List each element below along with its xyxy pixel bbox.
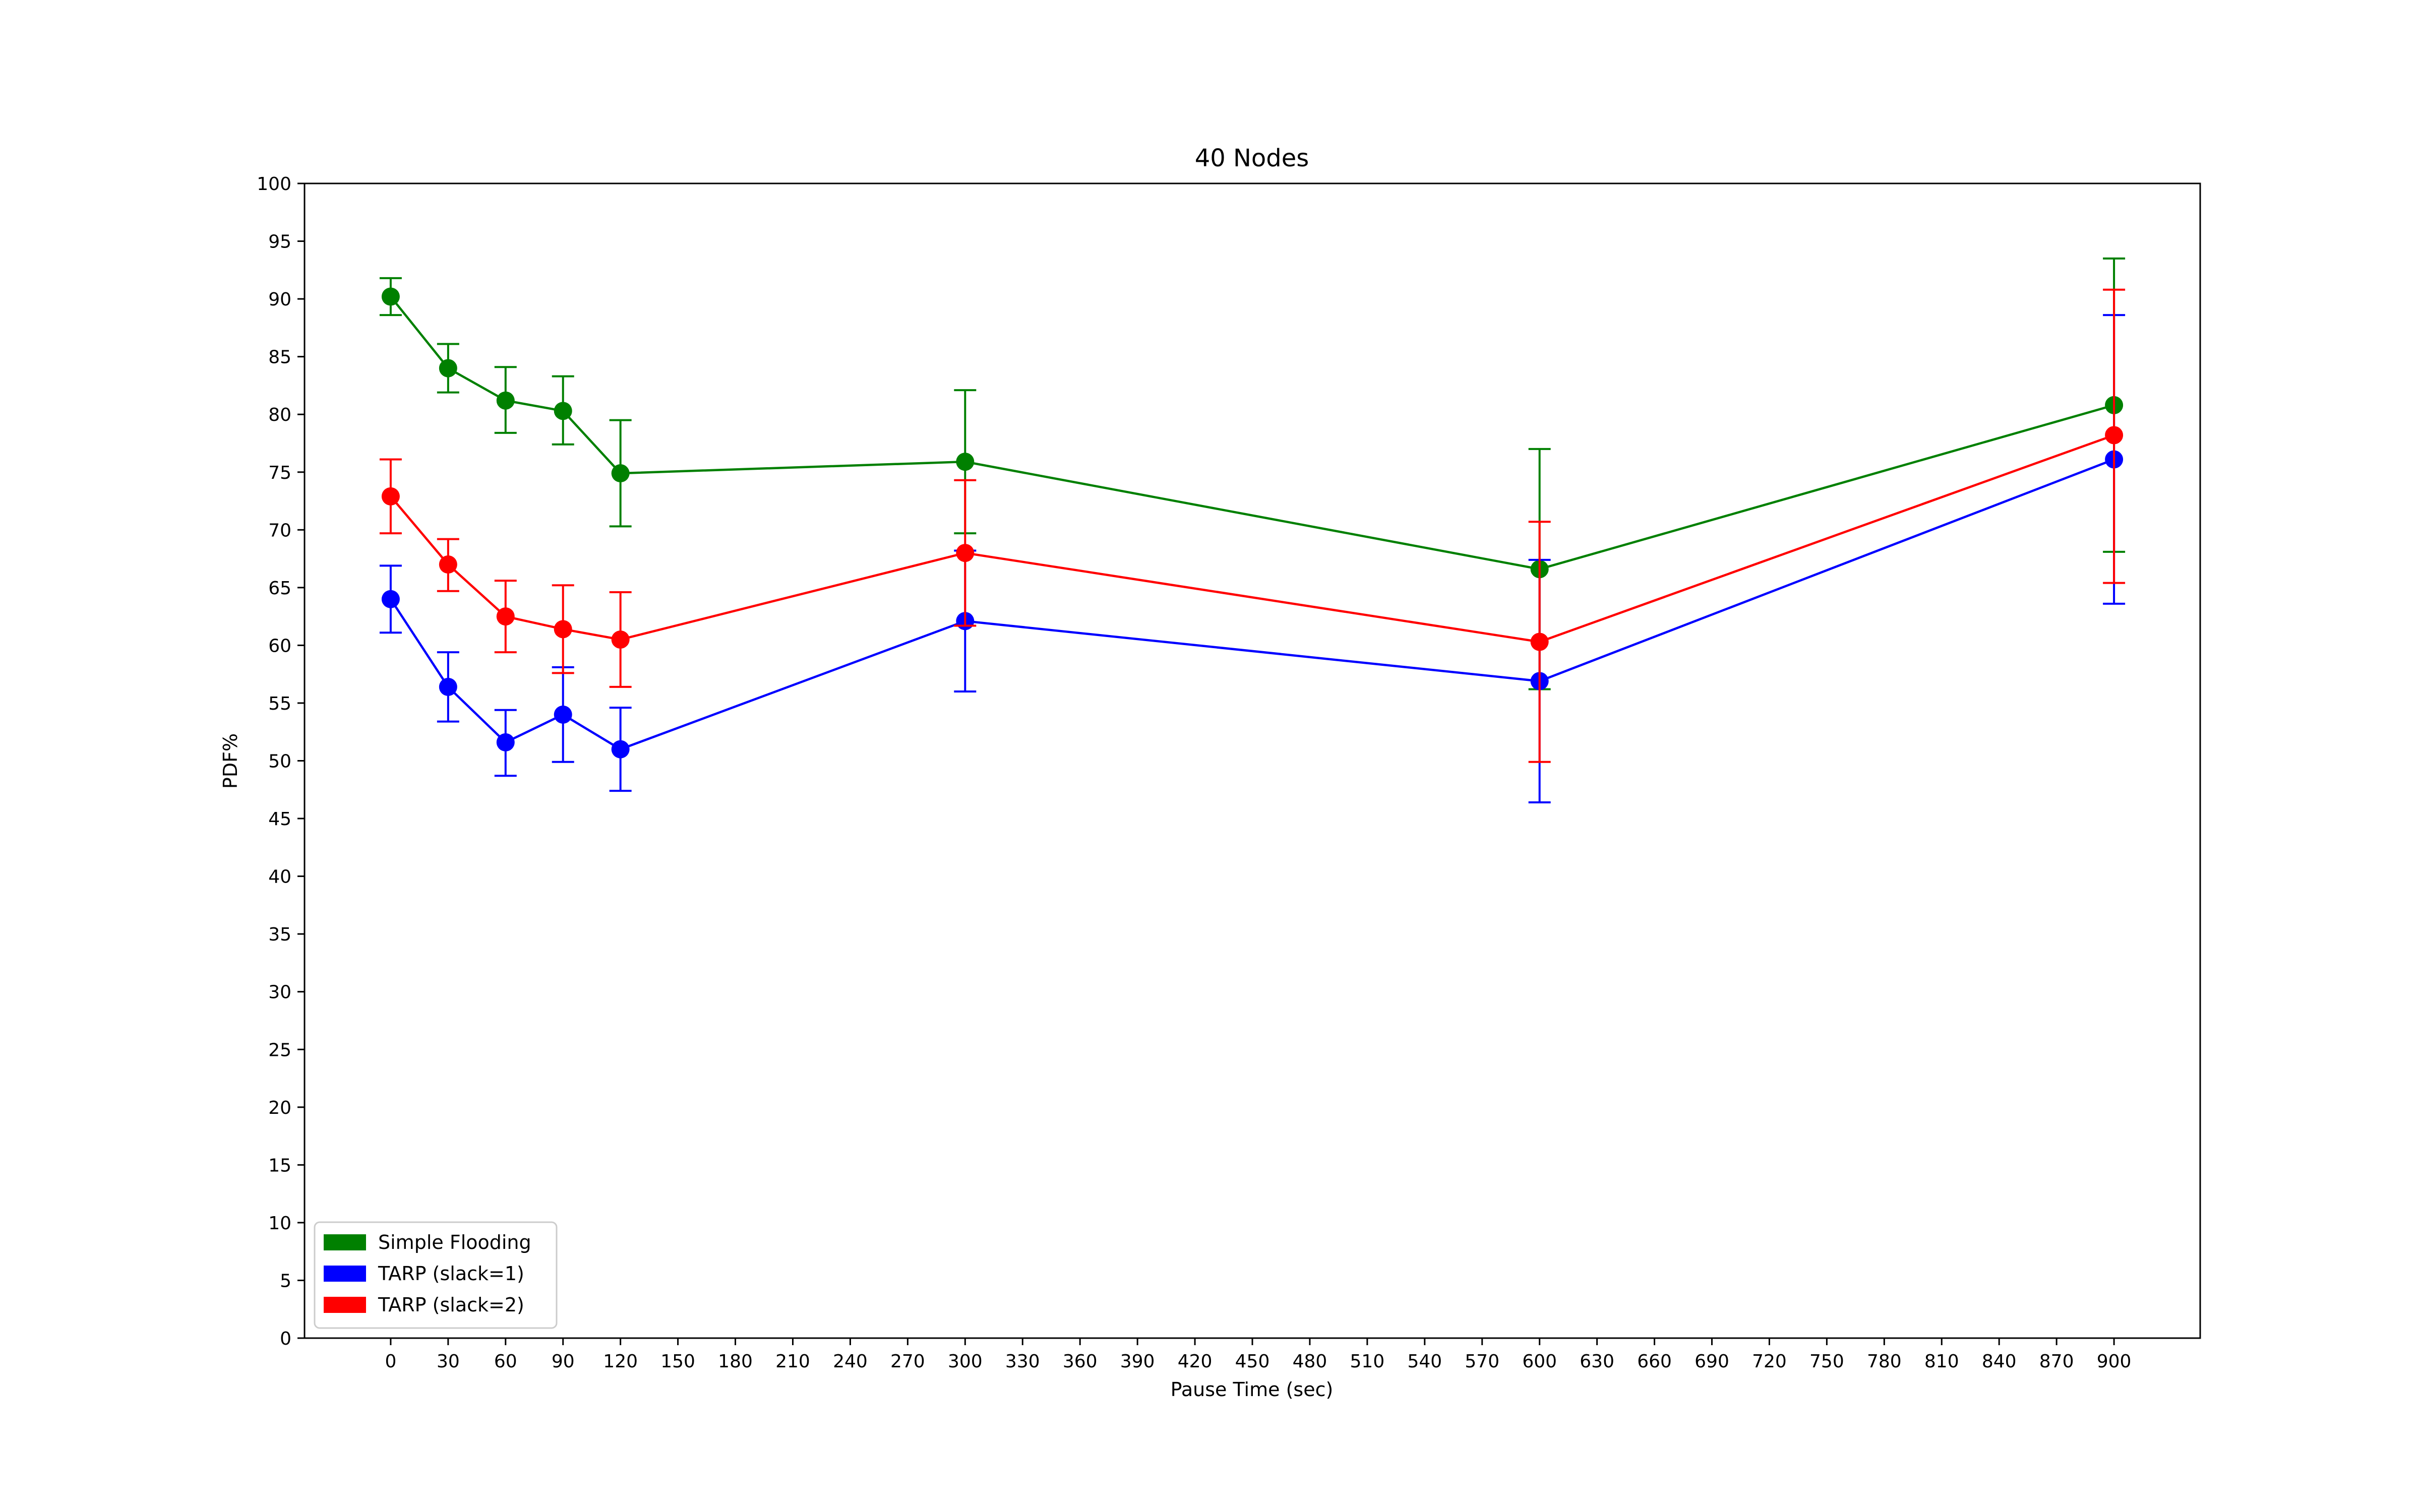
x-tick-label: 660 xyxy=(1637,1351,1672,1372)
x-tick-label: 420 xyxy=(1178,1351,1213,1372)
x-tick-label: 180 xyxy=(718,1351,753,1372)
data-point xyxy=(496,391,515,410)
y-tick-label: 70 xyxy=(268,520,291,541)
x-tick-label: 480 xyxy=(1293,1351,1327,1372)
series-tarp-slack-2 xyxy=(379,288,2126,763)
x-tick-label: 630 xyxy=(1580,1351,1614,1372)
series-line xyxy=(390,434,2114,643)
y-tick-label: 0 xyxy=(280,1329,291,1349)
y-tick-label: 5 xyxy=(280,1271,291,1291)
legend-label: TARP (slack=2) xyxy=(378,1294,524,1316)
y-tick-label: 45 xyxy=(268,809,291,830)
data-point xyxy=(439,359,457,377)
x-tick-label: 270 xyxy=(890,1351,925,1372)
y-tick-label: 25 xyxy=(268,1040,291,1060)
x-tick-label: 900 xyxy=(2097,1351,2132,1372)
x-axis-label: Pause Time (sec) xyxy=(1171,1378,1334,1401)
x-tick-label: 720 xyxy=(1752,1351,1787,1372)
y-tick-label: 30 xyxy=(268,982,291,1003)
data-point xyxy=(611,464,630,483)
data-point xyxy=(496,607,515,626)
data-point xyxy=(381,590,400,608)
x-tick-label: 330 xyxy=(1005,1351,1040,1372)
x-tick-label: 810 xyxy=(1924,1351,1959,1372)
y-tick-label: 55 xyxy=(268,694,291,714)
y-tick-label: 60 xyxy=(268,636,291,656)
x-tick-label: 750 xyxy=(1809,1351,1844,1372)
series-line xyxy=(390,458,2114,751)
legend-box xyxy=(314,1221,558,1329)
data-point xyxy=(2105,426,2124,445)
y-tick-label: 40 xyxy=(268,867,291,888)
x-tick-label: 90 xyxy=(552,1351,575,1372)
data-point xyxy=(956,453,975,471)
y-tick-label: 95 xyxy=(268,232,291,253)
x-tick-label: 240 xyxy=(833,1351,868,1372)
y-tick-label: 85 xyxy=(268,347,291,368)
x-tick-label: 870 xyxy=(2039,1351,2074,1372)
data-point xyxy=(439,677,457,696)
legend-swatch xyxy=(324,1266,366,1282)
ticks-layer: 0 30 60 90 120 150 180 210 240 270 300 330 360 390 420… xyxy=(257,174,2131,1372)
x-tick-label: 390 xyxy=(1120,1351,1155,1372)
y-tick-label: 75 xyxy=(268,463,291,483)
x-tick-label: 690 xyxy=(1695,1351,1729,1372)
data-point xyxy=(1530,633,1549,651)
x-tick-label: 360 xyxy=(1063,1351,1098,1372)
y-tick-label: 65 xyxy=(268,578,291,599)
data-point xyxy=(611,740,630,759)
x-tick-label: 60 xyxy=(494,1351,517,1372)
legend-label: TARP (slack=1) xyxy=(378,1263,524,1285)
chart-title: 40 Nodes xyxy=(1195,144,1309,172)
x-tick-label: 840 xyxy=(1982,1351,2017,1372)
legend-swatch xyxy=(324,1297,366,1313)
y-tick-label: 35 xyxy=(268,924,291,945)
data-point xyxy=(554,402,572,420)
data-point xyxy=(381,487,400,506)
y-axis-label: PDF% xyxy=(219,733,241,789)
x-tick-label: 150 xyxy=(660,1351,695,1372)
x-tick-label: 570 xyxy=(1465,1351,1499,1372)
x-tick-label: 600 xyxy=(1522,1351,1557,1372)
y-tick-label: 90 xyxy=(268,289,291,310)
y-tick-label: 20 xyxy=(268,1098,291,1118)
data-point xyxy=(611,630,630,649)
x-tick-label: 450 xyxy=(1235,1351,1270,1372)
x-tick-label: 0 xyxy=(385,1351,396,1372)
data-point xyxy=(956,544,975,562)
data-point xyxy=(496,733,515,751)
legend: Simple Flooding TARP (slack=1) TARP (slack… xyxy=(314,1221,558,1329)
data-point xyxy=(554,620,572,639)
data-point xyxy=(439,555,457,574)
x-tick-label: 540 xyxy=(1407,1351,1442,1372)
y-tick-label: 80 xyxy=(268,405,291,425)
series-line xyxy=(390,296,2114,571)
y-tick-label: 15 xyxy=(268,1155,291,1176)
x-tick-label: 780 xyxy=(1867,1351,1902,1372)
x-tick-label: 300 xyxy=(948,1351,983,1372)
series-layer xyxy=(379,257,2126,803)
y-tick-label: 50 xyxy=(268,751,291,772)
x-tick-label: 210 xyxy=(775,1351,810,1372)
data-point xyxy=(554,705,572,724)
y-tick-label: 100 xyxy=(257,174,291,195)
y-tick-label: 10 xyxy=(268,1213,291,1234)
x-tick-label: 510 xyxy=(1350,1351,1385,1372)
x-tick-label: 30 xyxy=(437,1351,460,1372)
legend-label: Simple Flooding xyxy=(378,1231,531,1253)
legend-swatch xyxy=(324,1234,366,1250)
x-tick-label: 120 xyxy=(603,1351,638,1372)
data-point xyxy=(381,287,400,306)
